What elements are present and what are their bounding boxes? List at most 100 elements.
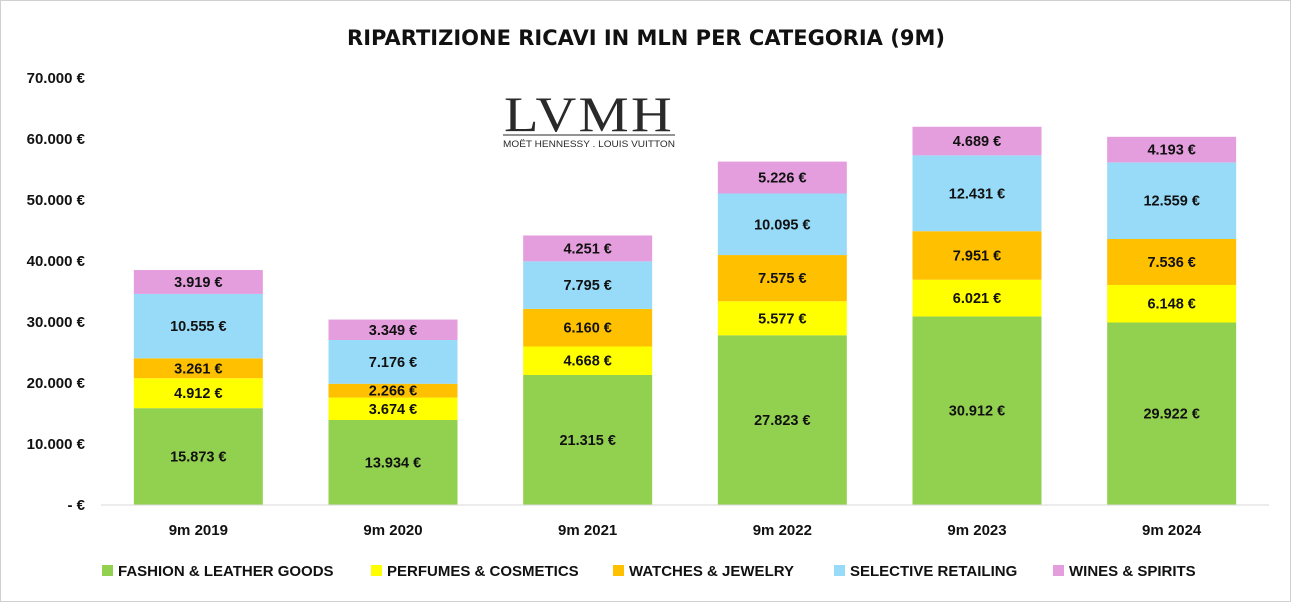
legend-label: WATCHES & JEWELRY xyxy=(629,563,794,580)
bar-segment xyxy=(717,255,847,302)
bar-segment xyxy=(1107,136,1237,163)
data-label: 4.668 € xyxy=(563,354,611,370)
legend: FASHION & LEATHER GOODS PERFUMES & COSMET… xyxy=(102,563,1196,580)
bar-segment xyxy=(523,261,653,309)
bar-segment xyxy=(133,270,263,294)
data-label: 3.349 € xyxy=(369,323,417,339)
data-label: 7.795 € xyxy=(563,278,611,294)
chart-title: RIPARTIZIONE RICAVI IN MLN PER CATEGORIA… xyxy=(347,26,945,50)
data-label: 7.575 € xyxy=(758,271,806,287)
bar-stack: 29.922 € 6.148 € 7.536 € 12.559 € 4.193 € xyxy=(1107,136,1237,505)
legend-label: WINES & SPIRITS xyxy=(1069,563,1196,580)
data-label: 6.148 € xyxy=(1147,297,1195,313)
bar-stack: 30.912 € 6.021 € 7.951 € 12.431 € 4.689 € xyxy=(912,126,1042,505)
bar-segment xyxy=(717,193,847,256)
data-label: 7.536 € xyxy=(1147,255,1195,271)
data-label: 15.873 € xyxy=(170,450,226,466)
bar-segment xyxy=(133,293,263,359)
data-label: 4.193 € xyxy=(1147,143,1195,159)
bar-segment xyxy=(523,346,653,375)
data-label: 27.823 € xyxy=(754,413,810,429)
legend-item: WINES & SPIRITS xyxy=(1053,563,1196,580)
bar-segment xyxy=(912,155,1042,232)
data-label: 13.934 € xyxy=(365,456,421,472)
bar-segment xyxy=(1107,162,1237,240)
y-tick-label: 40.000 € xyxy=(27,253,86,270)
data-label: 5.577 € xyxy=(758,311,806,327)
data-label: 4.689 € xyxy=(953,134,1001,150)
legend-swatch xyxy=(371,565,382,576)
legend-label: SELECTIVE RETAILING xyxy=(850,563,1017,580)
bar-segment xyxy=(1107,239,1237,285)
logo-main-text: LVMH xyxy=(504,86,674,142)
data-label: 3.674 € xyxy=(369,402,417,418)
data-label: 29.922 € xyxy=(1143,407,1199,423)
bar-segment xyxy=(523,374,653,505)
legend-item: FASHION & LEATHER GOODS xyxy=(102,563,334,580)
data-label: 21.315 € xyxy=(559,433,615,449)
bar-segment xyxy=(133,358,263,379)
bar-stack: 13.934 € 3.674 € 2.266 € 7.176 € 3.349 € xyxy=(328,319,458,505)
bar-segment xyxy=(328,420,458,505)
data-label: 4.912 € xyxy=(174,386,222,402)
x-tick-label: 9m 2024 xyxy=(1142,522,1202,539)
bar-segment xyxy=(523,308,653,347)
data-label: 4.251 € xyxy=(563,241,611,257)
data-label: 6.021 € xyxy=(953,291,1001,307)
bar-segment xyxy=(912,316,1042,505)
data-label: 12.431 € xyxy=(949,186,1005,202)
x-axis: 9m 2019 9m 2020 9m 2021 9m 2022 9m 2023 9m 20… xyxy=(169,522,1202,539)
bar-segment xyxy=(133,408,263,505)
data-label: 7.176 € xyxy=(369,355,417,371)
bar-segment xyxy=(328,339,458,384)
bar-segment xyxy=(1107,322,1237,505)
legend-swatch xyxy=(834,565,845,576)
y-axis: - € 10.000 € 20.000 € 30.000 € 40.000 € 50.00… xyxy=(27,70,86,514)
x-tick-label: 9m 2023 xyxy=(947,522,1006,539)
legend-label: FASHION & LEATHER GOODS xyxy=(118,563,334,580)
legend-item: SELECTIVE RETAILING xyxy=(834,563,1017,580)
y-tick-label: - € xyxy=(67,497,85,514)
x-tick-label: 9m 2022 xyxy=(753,522,812,539)
bar-segment xyxy=(1107,284,1237,323)
y-tick-label: 70.000 € xyxy=(27,70,86,87)
legend-item: PERFUMES & COSMETICS xyxy=(371,563,579,580)
data-label: 10.555 € xyxy=(170,319,226,335)
data-label: 3.919 € xyxy=(174,275,222,291)
y-tick-label: 30.000 € xyxy=(27,314,86,331)
legend-swatch xyxy=(613,565,624,576)
x-tick-label: 9m 2020 xyxy=(363,522,422,539)
legend-swatch xyxy=(102,565,113,576)
bar-segment xyxy=(328,383,458,398)
legend-label: PERFUMES & COSMETICS xyxy=(387,563,579,580)
x-tick-label: 9m 2021 xyxy=(558,522,617,539)
legend-item: WATCHES & JEWELRY xyxy=(613,563,794,580)
logo-sub-text: MOËT HENNESSY . LOUIS VUITTON xyxy=(503,139,675,150)
y-tick-label: 60.000 € xyxy=(27,131,86,148)
bar-segment xyxy=(912,231,1042,280)
bar-segment xyxy=(717,161,847,194)
bar-segment xyxy=(717,335,847,505)
bar-segment xyxy=(912,126,1042,156)
bar-segment xyxy=(328,319,458,340)
data-label: 10.095 € xyxy=(754,217,810,233)
bar-stack: 15.873 € 4.912 € 3.261 € 10.555 € 3.919 € xyxy=(133,270,263,505)
data-label: 30.912 € xyxy=(949,404,1005,420)
bar-stack: 21.315 € 4.668 € 6.160 € 7.795 € 4.251 € xyxy=(523,235,653,505)
bar-segment xyxy=(912,279,1042,317)
y-tick-label: 50.000 € xyxy=(27,192,86,209)
bar-segment xyxy=(133,378,263,409)
bar-stack: 27.823 € 5.577 € 7.575 € 10.095 € 5.226 € xyxy=(717,161,847,505)
bar-segment xyxy=(717,301,847,336)
bar-segment xyxy=(523,235,653,262)
plot-area: 15.873 € 4.912 € 3.261 € 10.555 € 3.919 € 13.… xyxy=(133,126,1237,505)
data-label: 12.559 € xyxy=(1143,194,1199,210)
lvmh-logo: LVMH MOËT HENNESSY . LOUIS VUITTON xyxy=(503,86,675,150)
y-tick-label: 10.000 € xyxy=(27,436,86,453)
data-label: 3.261 € xyxy=(174,361,222,377)
data-label: 5.226 € xyxy=(758,171,806,187)
data-label: 7.951 € xyxy=(953,248,1001,264)
x-tick-label: 9m 2019 xyxy=(169,522,228,539)
